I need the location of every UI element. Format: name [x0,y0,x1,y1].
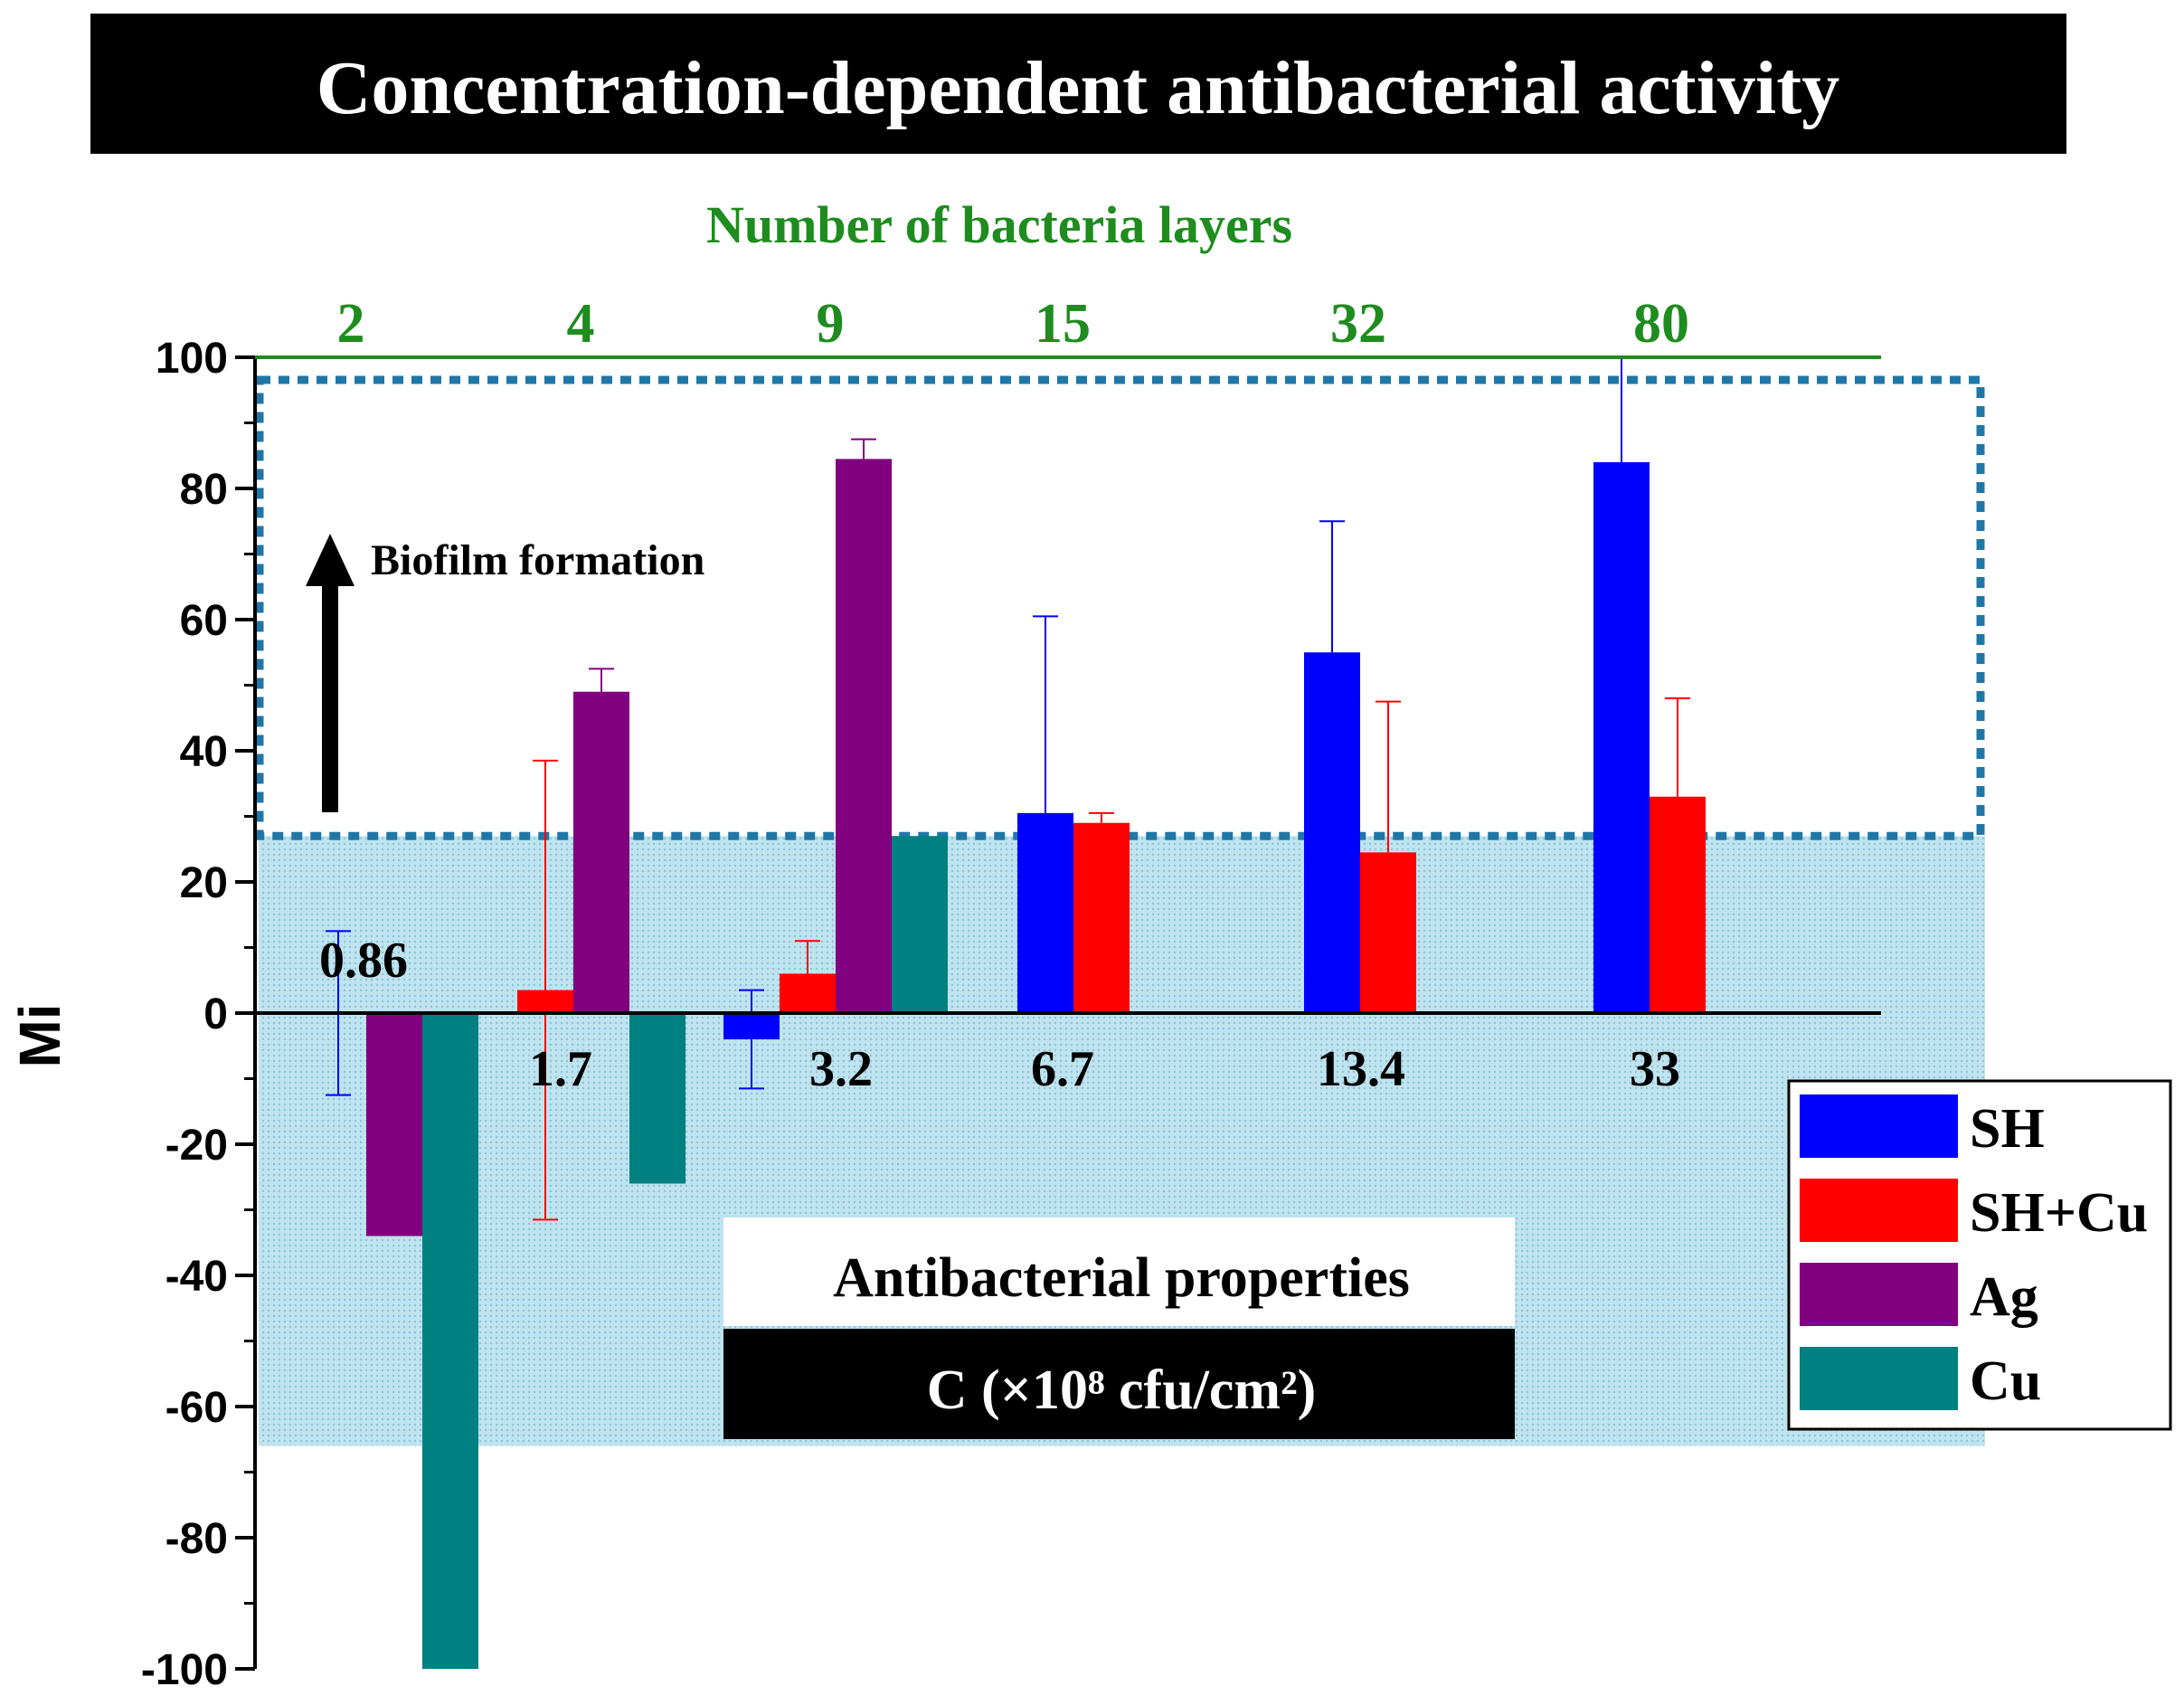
biofilm-arrow-head [306,534,355,586]
bar-ag-3.2 [836,459,892,1013]
top-tick-label: 32 [1330,293,1386,355]
category-label: 13.4 [1317,1041,1405,1097]
bar-ag-1.7 [573,691,629,1013]
biofilm-label: Biofilm formation [371,536,704,584]
y-tick-label: -40 [165,1253,228,1301]
bar-sh-cu-13.4 [1360,852,1416,1013]
y-tick-label: 80 [180,466,228,514]
y-tick-label: -60 [165,1384,228,1432]
y-tick-label: 100 [156,335,228,383]
legend-swatch-cu [1800,1347,1958,1410]
bar-cu-3.2 [892,836,948,1013]
chart-title: Concentration-dependent antibacterial ac… [317,46,1839,130]
y-tick-label: -100 [141,1646,228,1694]
bar-sh-6.7 [1017,812,1073,1013]
y-tick-label: 0 [203,990,228,1038]
bar-cu-0.86 [422,1013,478,1669]
top-tick-label: 15 [1035,293,1091,355]
axes-layer: -100 -80 -60 -40 -20 0 20 40 60 80 100 2 4 9 15 32 80 0.8… [141,293,1881,1694]
bar-ag-0.86 [366,1013,422,1236]
bar-sh-13.4 [1304,652,1360,1013]
errorbars-layer [326,356,1690,1221]
category-label: 0.86 [319,933,408,989]
legend-swatch-sh [1800,1094,1958,1158]
top-tick-label: 80 [1633,293,1689,355]
category-label: 1.7 [529,1041,592,1097]
category-label: 33 [1630,1041,1680,1097]
y-tick-label: 40 [180,728,228,776]
legend-label-cu: Cu [1970,1350,2041,1412]
legend: SH SH+Cu Ag Cu [1787,1079,2172,1431]
antibacterial-label: Antibacterial properties [833,1247,1410,1309]
y-tick-label: 60 [180,597,228,645]
antibacterial-label-box [723,1218,1515,1326]
category-label: 6.7 [1031,1041,1094,1097]
bar-cu-1.7 [629,1013,685,1184]
top-tick-label: 4 [567,293,595,355]
y-tick-label: -80 [165,1515,228,1563]
bar-sh-cu-33 [1650,796,1706,1013]
bar-sh-cu-3.2 [780,973,836,1013]
category-label: 3.2 [809,1041,873,1097]
top-axis-label: Number of bacteria layers [706,195,1292,254]
y-tick-label: -20 [165,1122,228,1170]
x-axis-label-box [723,1329,1515,1439]
legend-swatch-sh-cu [1800,1179,1958,1242]
legend-label-sh-cu: SH+Cu [1970,1182,2148,1244]
title-banner [90,14,2066,154]
legend-label-sh: SH [1970,1098,2045,1160]
y-tick-label: 20 [180,859,228,907]
legend-label-ag: Ag [1970,1266,2038,1328]
top-tick-label: 9 [817,293,845,355]
top-tick-label: 2 [337,293,365,355]
x-axis-label: C (×10⁸ cfu/cm²) [927,1360,1317,1421]
biofilm-annotation: Biofilm formation [306,534,704,812]
y-axis-label: Mi [7,1003,72,1067]
biofilm-region-box [255,375,1985,840]
bar-sh-33 [1593,462,1650,1013]
legend-swatch-ag [1800,1263,1958,1326]
bar-sh-cu-6.7 [1073,822,1130,1013]
